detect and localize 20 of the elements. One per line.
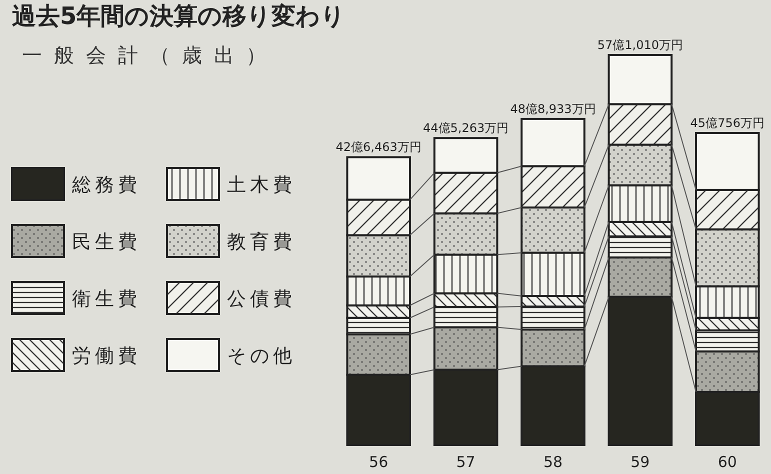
x-tick-label: 57 bbox=[456, 453, 476, 471]
x-tick-label: 59 bbox=[630, 453, 650, 471]
total-label: 48億8,933万円 bbox=[510, 102, 596, 116]
legend-label: その他 bbox=[227, 345, 296, 367]
legend-label: 総務費 bbox=[71, 174, 141, 196]
x-tick-label: 56 bbox=[369, 453, 388, 471]
legend-label: 衛生費 bbox=[72, 288, 141, 310]
total-label: 42億6,463万円 bbox=[336, 140, 422, 154]
total-label: 45億756万円 bbox=[690, 116, 764, 130]
x-tick-label: 60 bbox=[718, 453, 737, 471]
legend-label: 公債費 bbox=[227, 288, 296, 310]
x-tick-label: 58 bbox=[543, 453, 563, 471]
total-label: 57億1,010万円 bbox=[597, 38, 684, 52]
legend-label: 労働費 bbox=[72, 345, 141, 367]
legend-label: 教育費 bbox=[227, 231, 296, 253]
legend-label: 土木費 bbox=[227, 174, 296, 196]
text: 一般会計（歳出） bbox=[22, 43, 278, 67]
legend-label: 民生費 bbox=[72, 231, 141, 253]
total-label: 44億5,263万円 bbox=[422, 121, 509, 136]
chart-title: 過去5年間の決算の移り変わり bbox=[12, 2, 346, 30]
